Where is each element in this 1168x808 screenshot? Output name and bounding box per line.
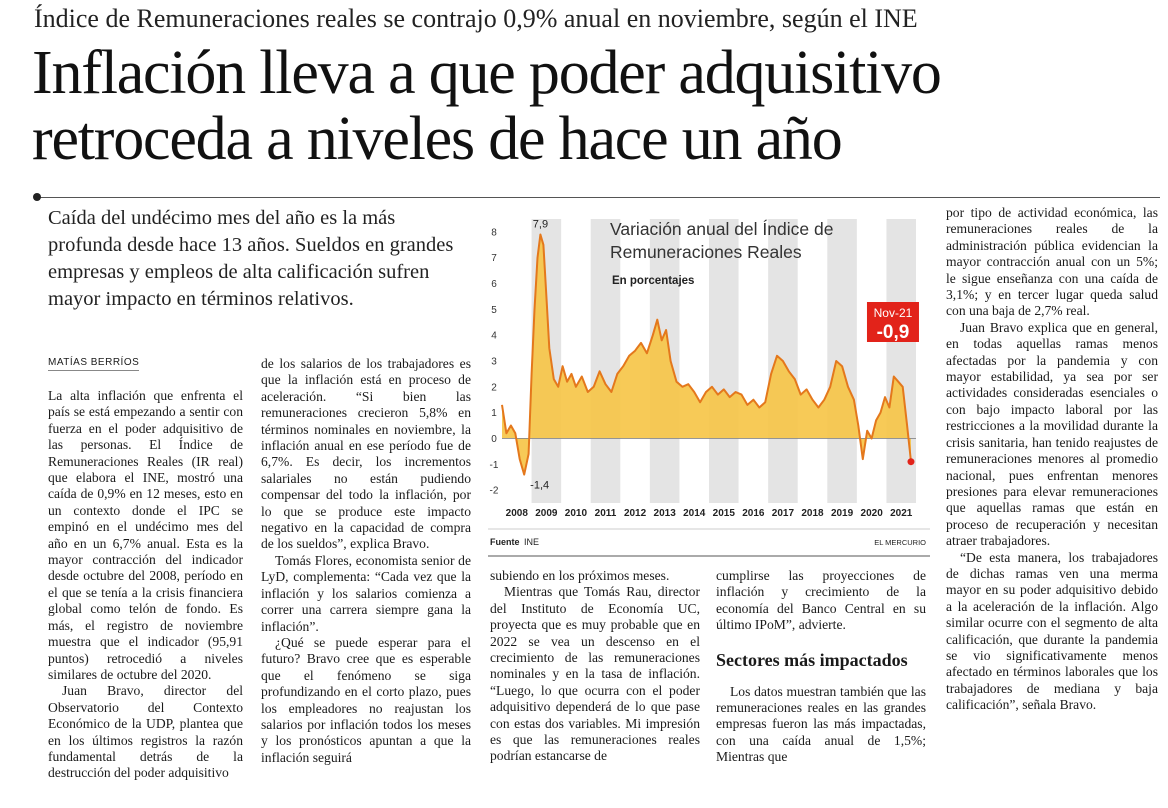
x-tick-label: 2016 <box>742 508 765 519</box>
kicker: Índice de Remuneraciones reales se contr… <box>34 4 918 33</box>
subheading: Sectores más impactados <box>716 649 908 670</box>
y-tick-label: 2 <box>491 382 497 393</box>
column: subiendo en los próximos meses. Mientras… <box>490 568 700 803</box>
paragraph: Juan Bravo explica que en general, en to… <box>946 319 1158 549</box>
x-tick-label: 2010 <box>565 508 588 519</box>
paragraph: Mientras que Tomás Rau, director del Ins… <box>490 584 700 764</box>
headline: Inflación lleva a que poder adquisitivo … <box>32 39 942 173</box>
x-tick-label: 2019 <box>831 508 854 519</box>
paragraph: cumplirse las proyecciones de inflación … <box>716 568 926 633</box>
x-tick-label: 2011 <box>595 508 617 519</box>
year-band <box>827 219 857 503</box>
y-tick-label: 1 <box>491 408 497 419</box>
annotation: 7,9 <box>533 218 548 230</box>
source-label: Fuente <box>490 537 520 547</box>
y-tick-label: 0 <box>491 434 497 445</box>
paragraph: “De esta manera, los trabajadores de dic… <box>946 549 1158 713</box>
chart-title-line: Remuneraciones Reales <box>610 242 802 262</box>
rule-dot <box>33 193 41 201</box>
paragraph: La alta inflación que enfrenta el país s… <box>48 388 243 682</box>
y-tick-label: -2 <box>490 486 499 497</box>
paragraph: de los salarios de los trabajadores es q… <box>261 356 471 552</box>
callout-box <box>866 302 919 342</box>
callout-label: Nov-21 <box>874 306 913 320</box>
y-tick-label: 7 <box>491 253 497 264</box>
x-tick-label: 2020 <box>861 508 884 519</box>
column: de los salarios de los trabajadores es q… <box>261 356 471 803</box>
chart-subtitle: En porcentajes <box>612 275 694 287</box>
y-tick-label: 6 <box>491 279 497 290</box>
y-tick-label: 3 <box>491 357 497 368</box>
x-tick-label: 2021 <box>890 508 913 519</box>
paragraph: Los datos muestran también que las remun… <box>716 683 926 765</box>
x-tick-label: 2013 <box>654 508 677 519</box>
y-tick-label: 8 <box>491 227 497 238</box>
x-tick-label: 2018 <box>801 508 824 519</box>
x-tick-label: 2014 <box>683 508 706 519</box>
paragraph: por tipo de actividad económica, las rem… <box>946 205 1158 319</box>
chart-title-line: Variación anual del Índice de <box>610 219 833 239</box>
chart: 2008 2009 2010 2011 2012 2013 2014 2015 2016 2017… <box>488 218 930 557</box>
callout-value: -0,9 <box>877 322 910 343</box>
x-tick-label: 2008 <box>506 508 529 519</box>
x-tick-label: 2017 <box>772 508 795 519</box>
paragraph: ¿Qué se puede esperar para el futuro? Br… <box>261 634 471 765</box>
x-tick-label: 2009 <box>535 508 558 519</box>
y-tick-label: 5 <box>491 305 497 316</box>
y-tick-label: -1 <box>490 460 499 471</box>
credit: EL MERCURIO <box>874 538 926 547</box>
annotation: -1,4 <box>530 480 549 492</box>
callout-dot <box>907 458 915 466</box>
year-band <box>709 219 739 503</box>
deck: Caída del undécimo mes del año es la más… <box>48 207 454 310</box>
column: La alta inflación que enfrenta el país s… <box>48 388 243 803</box>
x-tick-label: 2012 <box>624 508 647 519</box>
line <box>501 233 912 476</box>
paragraph: Tomás Flores, economista senior de LyD, … <box>261 552 471 634</box>
chart-title: Variación anual del Índice de Remuneracio… <box>610 219 833 262</box>
column: cumplirse las proyecciones de inflación … <box>716 568 926 803</box>
area <box>502 234 911 475</box>
y-tick-label: 4 <box>491 331 497 342</box>
rule <box>38 197 1160 198</box>
paragraph: subiendo en los próximos meses. <box>490 568 670 583</box>
byline: MATÍAS BERRÍOS <box>48 357 140 371</box>
source: INE <box>524 537 539 547</box>
column: por tipo de actividad económica, las rem… <box>946 205 1158 803</box>
paragraph: Juan Bravo, director del Observatorio de… <box>48 683 243 781</box>
year-band <box>590 219 621 503</box>
x-tick-label: 2015 <box>713 508 736 519</box>
